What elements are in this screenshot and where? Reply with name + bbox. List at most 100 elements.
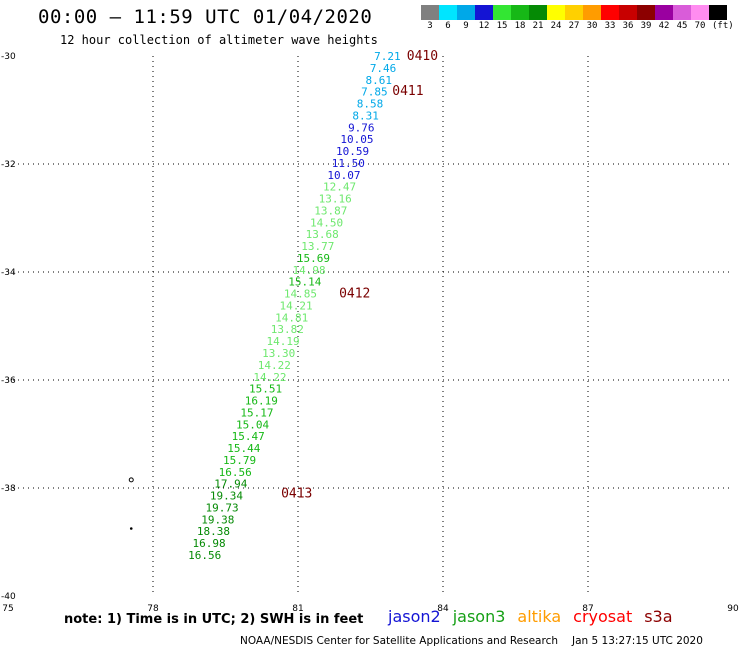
x-tick-label: 81 — [292, 604, 303, 614]
wave-height-label: 14.22 — [253, 371, 286, 384]
wave-height-label: 16.56 — [188, 549, 221, 562]
wave-height-label: 14.85 — [284, 288, 317, 301]
wave-height-label: 14.19 — [266, 335, 299, 348]
time-labels: 0410 0411 0412 0413 — [281, 49, 438, 501]
wave-height-label: 15.14 — [288, 276, 321, 289]
legend-label: 33 — [604, 21, 616, 31]
legend-label: 42 — [658, 21, 670, 31]
legend-swatch — [565, 5, 583, 20]
y-tick-label: -36 — [1, 376, 16, 386]
mission-name: cryosat — [573, 607, 633, 626]
mission-name: jason2 — [388, 607, 441, 626]
island-ring-marker — [128, 477, 134, 483]
credit-text: NOAA/NESDIS Center for Satellite Applica… — [240, 635, 558, 647]
x-tick-label: 87 — [582, 604, 593, 614]
mission-name: s3a — [644, 607, 673, 626]
legend-label: 12 — [478, 21, 490, 31]
legend-swatch — [547, 5, 565, 20]
legend-swatch — [655, 5, 673, 20]
wave-height-label: 7.46 — [370, 62, 397, 75]
wave-height-label: 15.17 — [240, 406, 273, 419]
wave-height-label: 15.47 — [232, 430, 265, 443]
legend-label: 3 — [427, 21, 433, 31]
x-tick-label: 78 — [147, 604, 159, 614]
wave-height-label: 14.81 — [275, 311, 308, 324]
wave-height-label: 14.21 — [280, 299, 313, 312]
wave-height-label: 14.22 — [258, 359, 291, 372]
time-label: 0410 — [407, 49, 438, 64]
legend-swatch — [511, 5, 529, 20]
wave-height-label: 12.47 — [323, 181, 356, 194]
y-tick-label: -40 — [1, 592, 16, 602]
wave-height-label: 18.38 — [197, 525, 230, 538]
color-legend — [421, 5, 727, 20]
legend-label: 45 — [676, 21, 688, 31]
wave-height-label: 16.56 — [219, 466, 252, 479]
legend-swatch — [439, 5, 457, 20]
wave-height-label: 16.98 — [193, 537, 226, 550]
legend-swatch — [583, 5, 601, 20]
legend-swatch — [637, 5, 655, 20]
wave-height-label: 8.31 — [352, 109, 379, 122]
legend-swatch — [457, 5, 475, 20]
legend-label: 36 — [622, 21, 634, 31]
wave-height-label: 10.05 — [340, 133, 373, 146]
mission-name: jason3 — [452, 607, 506, 626]
wave-height-label: 14.98 — [293, 264, 326, 277]
y-tick-label: -30 — [1, 52, 16, 62]
time-label: 0411 — [392, 84, 423, 99]
wave-height-label: 15.51 — [249, 383, 282, 396]
wave-height-label: 15.79 — [223, 454, 256, 467]
legend-swatch — [601, 5, 619, 20]
wave-height-label: 19.34 — [210, 490, 243, 503]
legend-swatch — [673, 5, 691, 20]
y-tick-label: -32 — [1, 160, 16, 170]
wave-height-label: 17.94 — [214, 478, 247, 491]
wave-height-label: 19.73 — [206, 501, 239, 514]
wave-height-label: 7.85 — [361, 86, 388, 99]
wave-height-label: 7.21 — [374, 50, 401, 63]
time-label: 0412 — [339, 287, 370, 302]
legend-label: 15 — [496, 21, 508, 31]
wave-height-points: 7.217.468.617.858.588.319.7610.0510.5911… — [188, 50, 401, 562]
legend-swatch — [529, 5, 547, 20]
wave-height-label: 16.19 — [245, 395, 278, 408]
legend-label: 27 — [568, 21, 580, 31]
wave-height-label: 13.82 — [271, 323, 304, 336]
credit-line: NOAA/NESDIS Center for Satellite Applica… — [240, 635, 703, 647]
legend-label: 24 — [550, 21, 562, 31]
wave-height-label: 13.77 — [301, 240, 334, 253]
legend-swatch — [475, 5, 493, 20]
wave-height-label: 19.38 — [201, 513, 234, 526]
wave-height-label: 10.07 — [327, 169, 360, 182]
y-tick-label: -38 — [1, 484, 16, 494]
wave-height-label: 15.04 — [236, 418, 269, 431]
legend-swatch — [421, 5, 439, 20]
legend-label: 6 — [445, 21, 451, 31]
mission-legend: jason2 jason3 altika cryosat s3a — [388, 607, 685, 626]
wave-height-label: 14.50 — [310, 216, 343, 229]
time-label: 0413 — [281, 486, 312, 501]
legend-label: 18 — [514, 21, 526, 31]
wave-height-label: 13.30 — [262, 347, 295, 360]
legend-swatch — [619, 5, 637, 20]
legend-label: 39 — [640, 21, 652, 31]
wave-height-label: 11.50 — [332, 157, 365, 170]
island-dot-marker — [129, 527, 133, 530]
legend-unit: (ft) — [712, 21, 734, 31]
x-tick-label: 75 — [2, 604, 13, 614]
x-tick-label: 84 — [437, 604, 449, 614]
wave-height-label: 10.59 — [336, 145, 369, 158]
wave-height-label: 9.76 — [348, 121, 375, 134]
legend-swatch — [493, 5, 511, 20]
map-title: 00:00 — 11:59 UTC 01/04/2020 — [38, 6, 373, 28]
wave-height-label: 8.61 — [365, 74, 392, 87]
axis-ticks: 75 78 81 84 87 90 -30 -32 -34 -36 -38 -40 — [1, 52, 739, 614]
legend-swatch — [691, 5, 709, 20]
x-tick-label: 90 — [727, 604, 739, 614]
map-subtitle: 12 hour collection of altimeter wave hei… — [60, 33, 378, 47]
legend-label: 9 — [463, 21, 469, 31]
legend-label: 21 — [532, 21, 544, 31]
legend-swatch — [709, 5, 727, 20]
